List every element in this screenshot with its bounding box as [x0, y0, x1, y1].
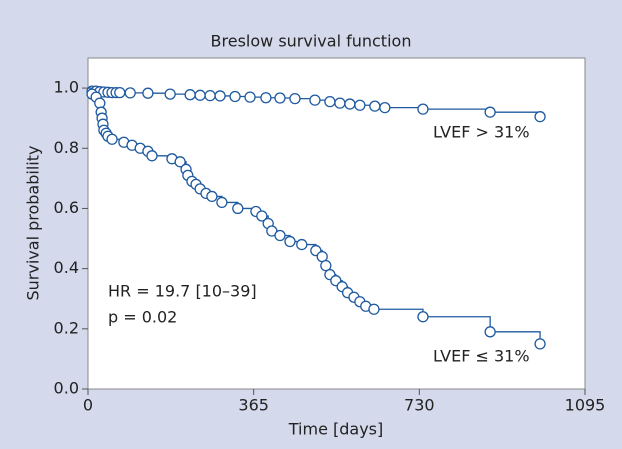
y-tick-label: 0.6: [54, 198, 79, 217]
y-tick-label: 0.4: [54, 258, 79, 277]
censor-point: [309, 94, 321, 106]
x-tick-label: 365: [238, 396, 269, 415]
censor-point: [334, 97, 346, 109]
y-tick-label: 0.8: [54, 138, 79, 157]
censor-point: [369, 100, 381, 112]
censor-point: [344, 98, 356, 110]
annotation: p = 0.02: [108, 308, 177, 327]
x-axis-label: Time [days]: [288, 420, 384, 439]
censor-point: [184, 89, 196, 101]
censor-point: [214, 90, 226, 102]
censor-point: [324, 95, 336, 108]
y-axis-label: Survival probability: [24, 146, 43, 301]
censor-point: [194, 89, 206, 101]
censor-point: [284, 235, 296, 248]
y-tick-label: 0.2: [54, 318, 79, 337]
censor-point: [354, 99, 366, 111]
censor-point: [368, 303, 380, 315]
censor-point: [94, 97, 106, 109]
x-tick-label: 0: [83, 396, 93, 415]
censor-point: [417, 311, 429, 323]
censor-point: [244, 91, 256, 103]
censor-point: [216, 196, 228, 209]
censor-point: [229, 90, 241, 103]
censor-point: [534, 338, 546, 350]
censor-point: [417, 103, 429, 115]
censor-point: [164, 88, 176, 100]
censor-point: [232, 202, 244, 215]
x-tick-label: 730: [404, 396, 435, 415]
censor-point: [289, 92, 301, 105]
censor-point: [484, 326, 496, 338]
x-tick-label: 1095: [565, 396, 606, 415]
censor-point: [260, 92, 272, 104]
plot-area: [87, 57, 586, 390]
censor-point: [320, 259, 332, 272]
censor-point: [379, 102, 391, 114]
censor-point: [484, 106, 496, 118]
y-tick-label: 0.0: [54, 379, 79, 398]
censor-point: [142, 87, 154, 99]
censor-point: [174, 156, 186, 168]
censor-point: [114, 86, 126, 99]
censor-point: [206, 190, 218, 203]
y-tick-label: 1.0: [54, 78, 79, 97]
censor-point: [274, 229, 286, 242]
series-label: LVEF ≤ 31%: [433, 347, 530, 366]
censor-point: [534, 111, 546, 123]
chart-title: Breslow survival function: [211, 32, 412, 51]
annotation: HR = 19.7 [10–39]: [108, 282, 257, 301]
censor-point: [256, 210, 268, 222]
censor-point: [146, 150, 158, 162]
censor-point: [274, 92, 286, 104]
series-label: LVEF > 31%: [433, 123, 530, 142]
censor-point: [124, 87, 136, 99]
censor-point: [296, 238, 308, 251]
censor-point: [106, 133, 118, 145]
censor-point: [204, 89, 216, 102]
